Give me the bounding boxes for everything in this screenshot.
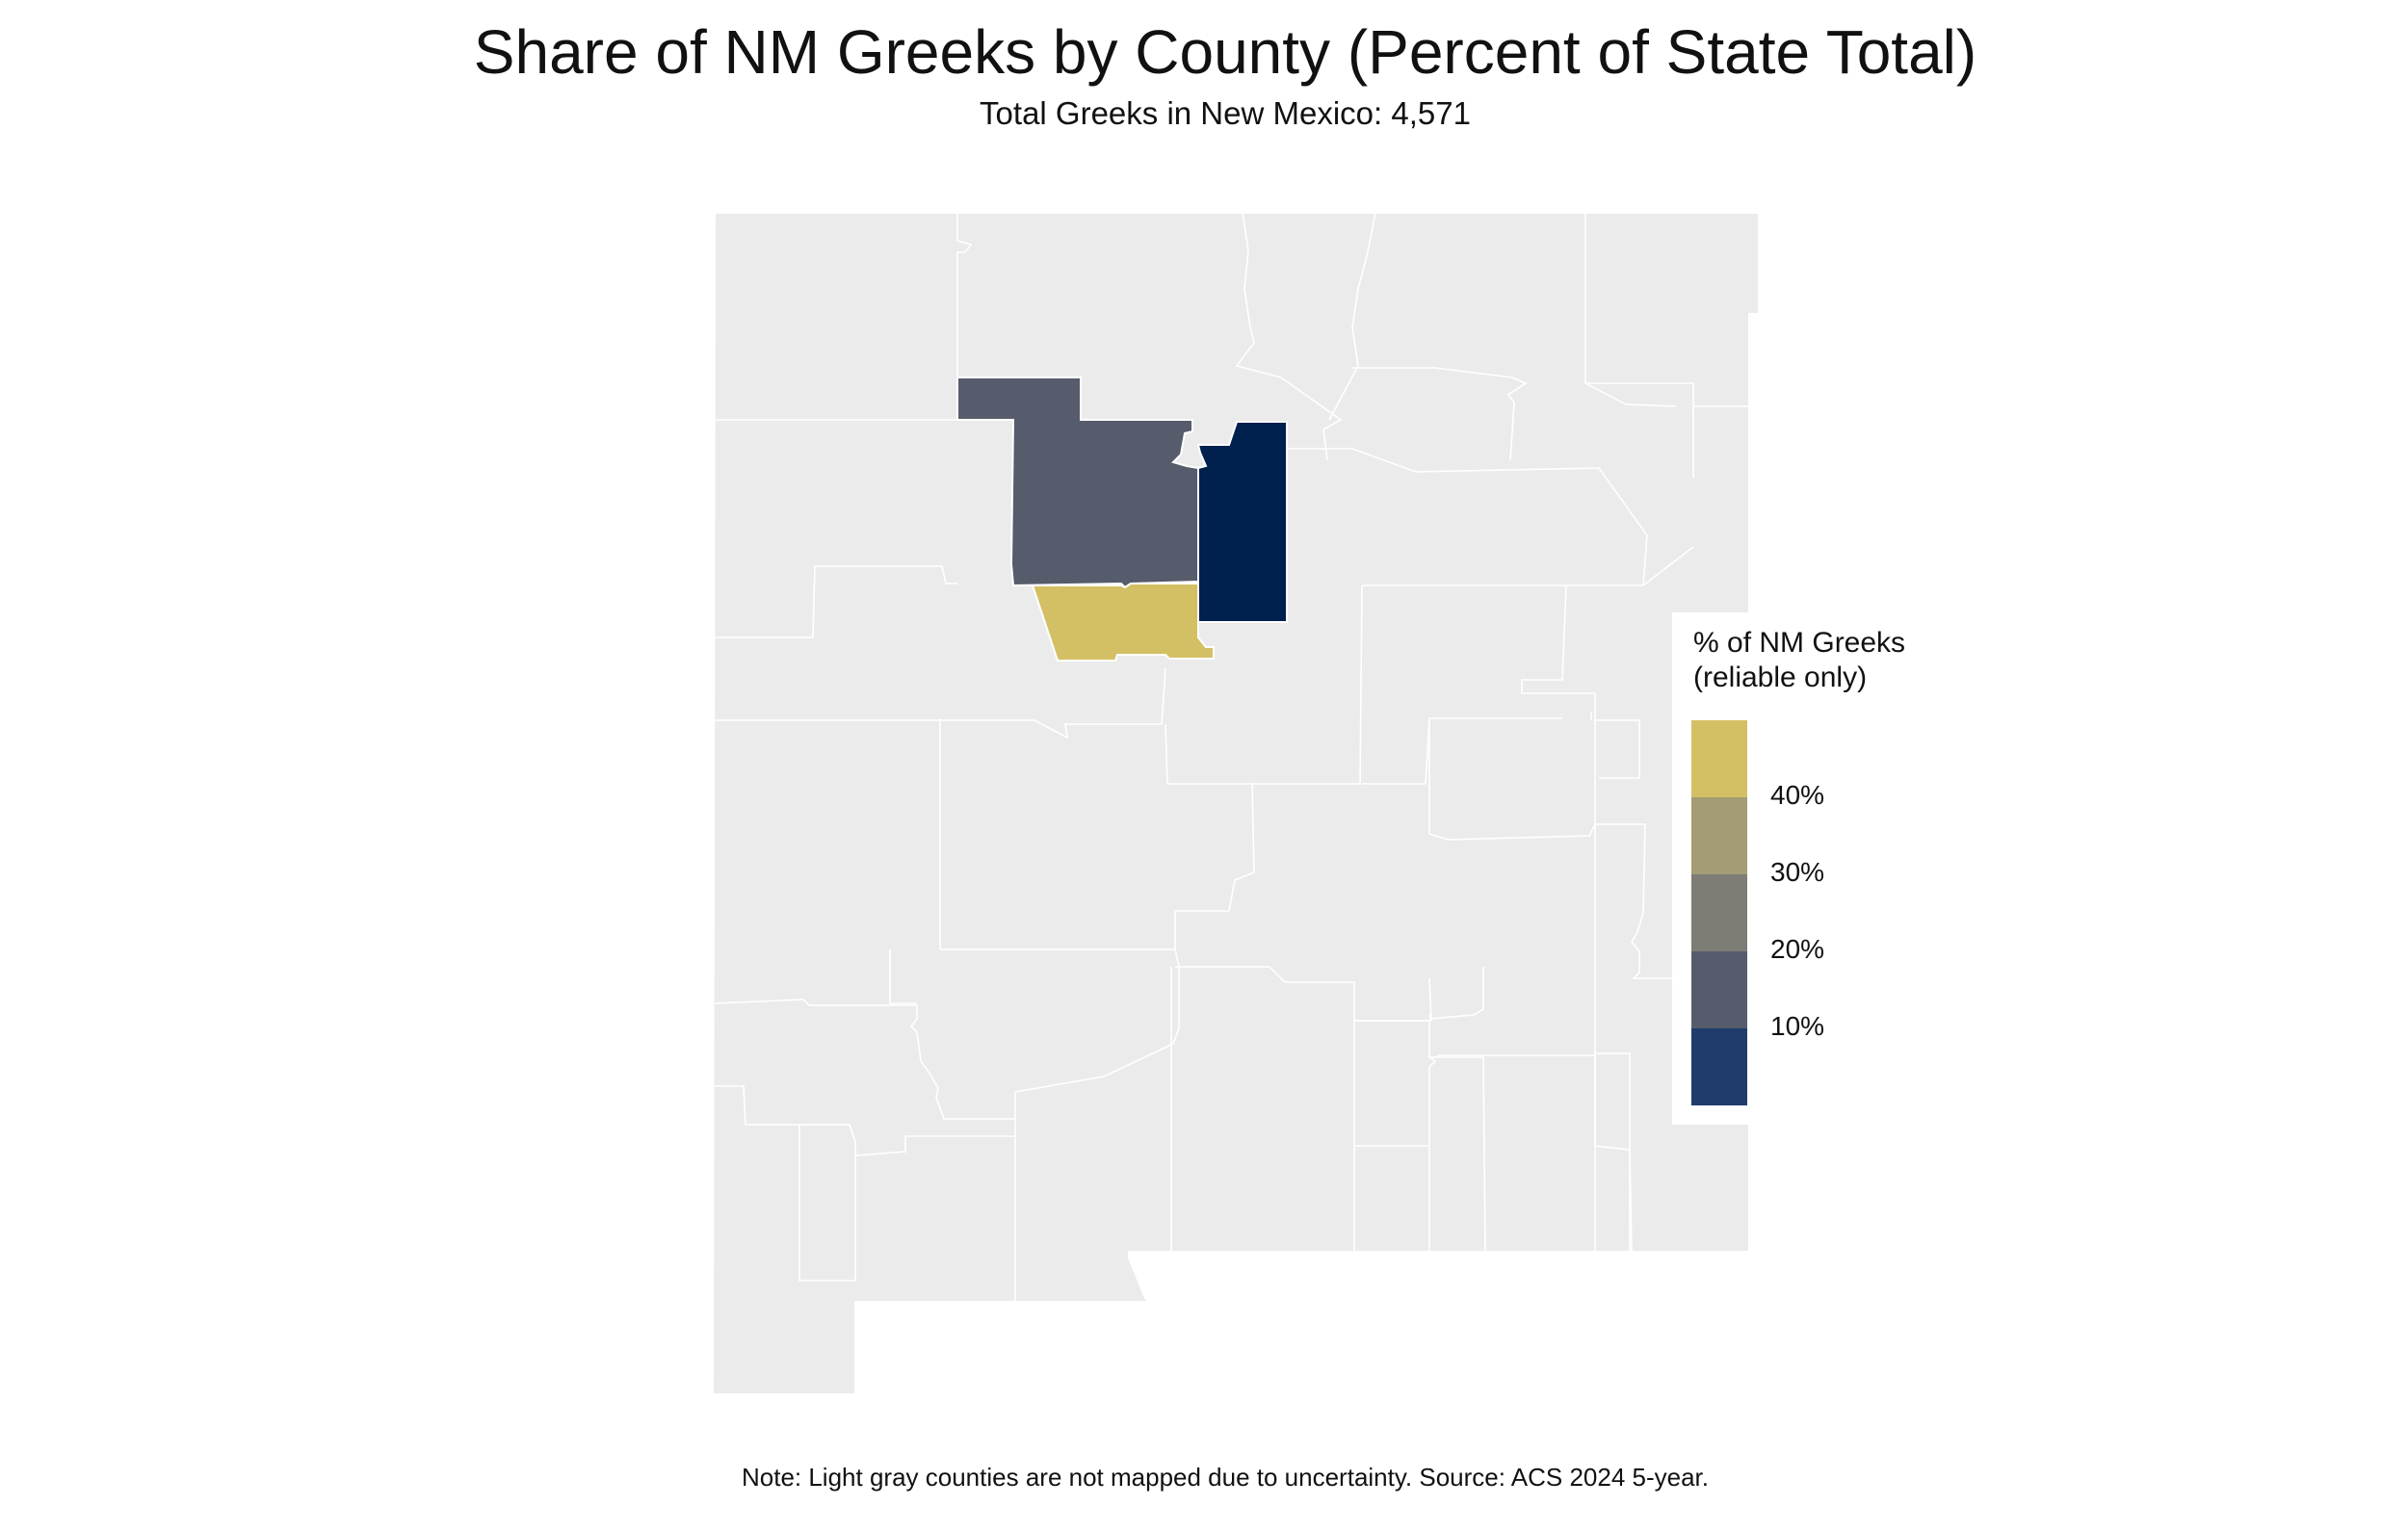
county-southern <box>1031 583 1215 662</box>
legend-title-line1: % of NM Greeks <box>1693 627 1906 659</box>
map-subtitle: Total Greeks in New Mexico: 4,571 <box>980 95 1471 131</box>
legend-tick-20: 20% <box>1770 934 1825 964</box>
legend-tick-30: 30% <box>1770 857 1825 887</box>
legend-title: % of NM Greeks (reliable only) <box>1693 626 1905 695</box>
source-note: Note: Light gray counties are not mapped… <box>741 1463 1710 1492</box>
legend-tick-10: 10% <box>1770 1011 1825 1041</box>
county-eastern <box>1196 421 1288 623</box>
county-borders <box>714 212 1759 1302</box>
legend-tick-40: 40% <box>1770 780 1825 810</box>
legend-title-line2: (reliable only) <box>1693 662 1868 693</box>
map-title: Share of NM Greeks by County (Percent of… <box>473 17 1977 87</box>
state-outline <box>711 212 1760 1395</box>
